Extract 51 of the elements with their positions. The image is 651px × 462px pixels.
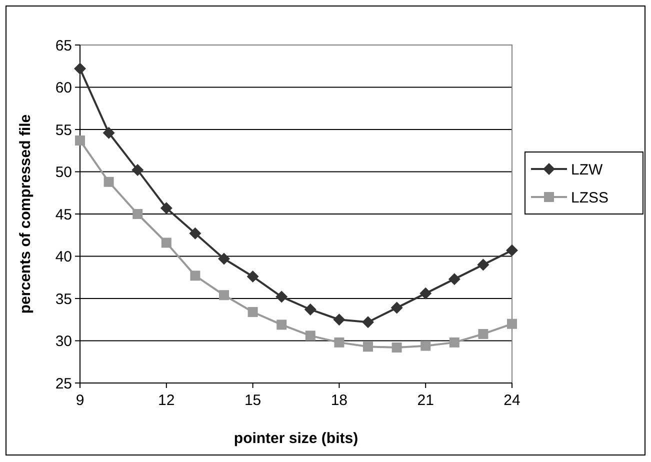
legend-label: LZSS [571,189,609,206]
point [478,328,488,339]
x-tick-label: 24 [504,392,520,409]
y-axis-title: percents of compressed file [17,114,34,314]
point [248,307,258,318]
x-tick-label: 9 [76,392,84,409]
y-tick-label: 65 [55,37,72,54]
point [102,126,115,139]
point [219,290,229,300]
point [161,238,172,248]
x-axis-title: pointer size (bits) [234,430,358,447]
x-tick-label: 18 [330,392,348,409]
point [160,202,172,214]
point [449,337,460,348]
point [190,270,200,281]
point [334,337,344,348]
x-tick-label: 12 [158,392,175,409]
y-tick-label: 60 [55,80,72,96]
point [363,342,373,352]
y-tick-label: 30 [55,333,72,350]
point [507,318,517,329]
y-tick-label: 35 [55,290,72,308]
point [506,244,518,256]
point [189,227,202,240]
point [74,62,86,75]
legend-label: LZW [571,161,604,178]
y-tick-label: 45 [55,206,72,224]
point [75,135,85,146]
point [276,320,287,330]
point [218,252,230,265]
point [448,273,460,286]
point [246,270,259,283]
point [420,340,431,351]
y-tick-label: 25 [55,375,72,392]
point [392,342,402,353]
point [333,314,346,326]
y-tick-label: 50 [55,164,72,181]
point [104,176,114,187]
point [132,209,143,219]
point [305,330,316,341]
point [390,302,403,314]
point [477,258,490,271]
point [420,287,432,300]
x-tick-label: 15 [244,392,262,409]
x-tick-label: 21 [417,392,434,409]
point [276,290,288,303]
point [304,303,316,316]
point [362,316,374,328]
y-tick-label: 55 [55,122,72,139]
y-tick-label: 40 [55,248,72,266]
point [132,164,144,176]
